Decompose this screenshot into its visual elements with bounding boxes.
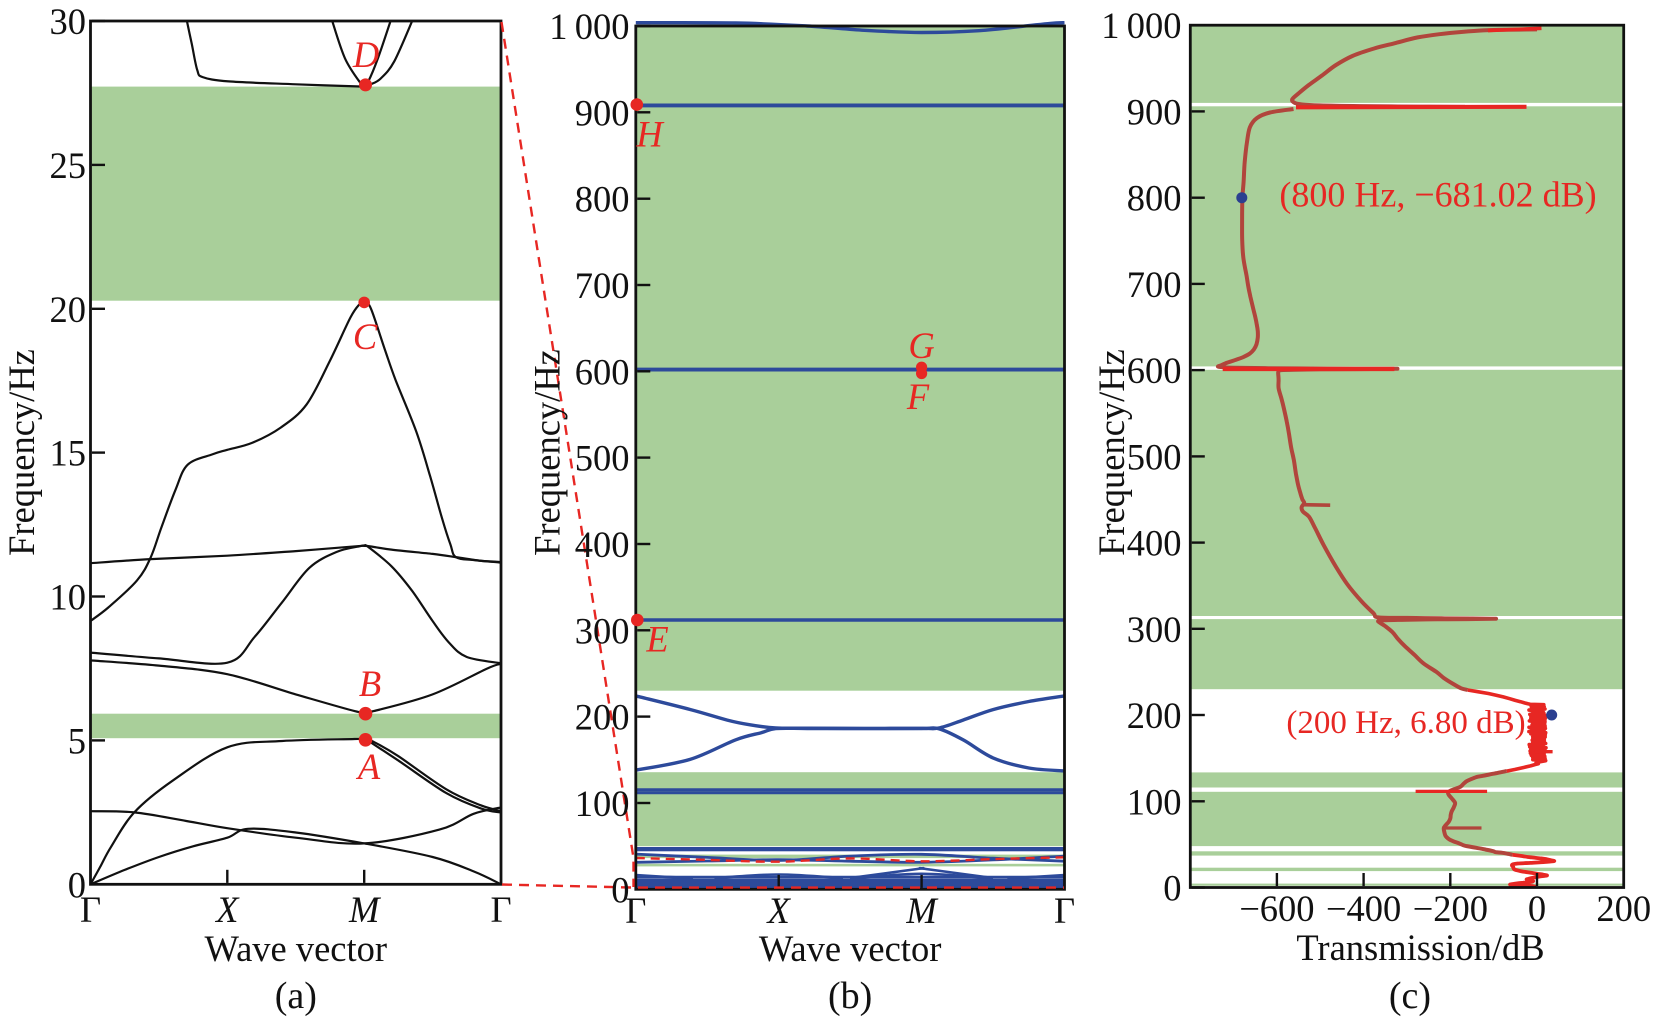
svg-text:X: X	[766, 890, 792, 931]
svg-text:E: E	[645, 619, 668, 660]
svg-text:C: C	[353, 316, 378, 357]
svg-text:Wave vector: Wave vector	[205, 928, 388, 969]
svg-text:200: 200	[1127, 695, 1182, 736]
svg-text:200: 200	[1596, 888, 1651, 929]
svg-text:Γ: Γ	[490, 889, 511, 930]
svg-text:H: H	[635, 114, 664, 155]
svg-text:Wave vector: Wave vector	[759, 928, 942, 969]
svg-text:500: 500	[1127, 436, 1182, 477]
svg-text:0: 0	[611, 869, 629, 910]
svg-text:400: 400	[575, 524, 630, 565]
svg-text:X: X	[214, 889, 240, 930]
svg-text:F: F	[906, 376, 930, 417]
svg-text:700: 700	[1127, 264, 1182, 305]
svg-text:(200 Hz, 6.80 dB): (200 Hz, 6.80 dB)	[1286, 705, 1525, 741]
svg-text:0: 0	[1163, 868, 1181, 909]
svg-text:−400: −400	[1326, 888, 1401, 929]
svg-text:Transmission/dB: Transmission/dB	[1296, 927, 1544, 968]
svg-text:(800 Hz, −681.02 dB): (800 Hz, −681.02 dB)	[1279, 175, 1596, 215]
svg-text:(a): (a)	[275, 975, 317, 1017]
svg-text:1 000: 1 000	[549, 6, 629, 47]
svg-text:700: 700	[575, 265, 630, 306]
svg-text:A: A	[356, 746, 381, 787]
svg-text:Γ: Γ	[625, 890, 646, 931]
svg-text:Γ: Γ	[80, 889, 101, 930]
svg-text:Γ: Γ	[1054, 890, 1075, 931]
svg-text:5: 5	[68, 720, 86, 761]
svg-text:20: 20	[50, 289, 87, 330]
svg-text:400: 400	[1127, 523, 1182, 564]
svg-text:(b): (b)	[828, 975, 872, 1017]
svg-text:Frequency/Hz: Frequency/Hz	[527, 349, 568, 556]
svg-text:800: 800	[575, 179, 630, 220]
svg-text:25: 25	[50, 145, 87, 186]
svg-text:15: 15	[50, 433, 87, 474]
svg-text:10: 10	[50, 577, 87, 618]
svg-text:D: D	[352, 34, 379, 75]
svg-text:900: 900	[575, 92, 630, 133]
svg-text:300: 300	[575, 610, 630, 651]
svg-text:B: B	[359, 663, 381, 704]
svg-text:Frequency/Hz: Frequency/Hz	[1091, 349, 1132, 556]
svg-text:M: M	[905, 890, 939, 931]
svg-text:900: 900	[1127, 91, 1182, 132]
svg-text:600: 600	[575, 351, 630, 392]
svg-text:300: 300	[1127, 609, 1182, 650]
svg-text:100: 100	[1127, 781, 1182, 822]
svg-text:500: 500	[575, 438, 630, 479]
svg-text:0: 0	[68, 864, 86, 905]
svg-text:0: 0	[1528, 888, 1546, 929]
svg-text:Frequency/Hz: Frequency/Hz	[1, 349, 42, 556]
svg-text:200: 200	[575, 697, 630, 738]
svg-text:M: M	[348, 889, 382, 930]
svg-text:(c): (c)	[1389, 975, 1431, 1017]
svg-text:800: 800	[1127, 178, 1182, 219]
svg-text:600: 600	[1127, 350, 1182, 391]
svg-text:1 000: 1 000	[1101, 5, 1181, 46]
svg-text:100: 100	[575, 783, 630, 824]
svg-text:−600: −600	[1239, 888, 1314, 929]
svg-text:−200: −200	[1413, 888, 1488, 929]
svg-text:30: 30	[50, 1, 87, 42]
svg-text:G: G	[908, 325, 934, 366]
